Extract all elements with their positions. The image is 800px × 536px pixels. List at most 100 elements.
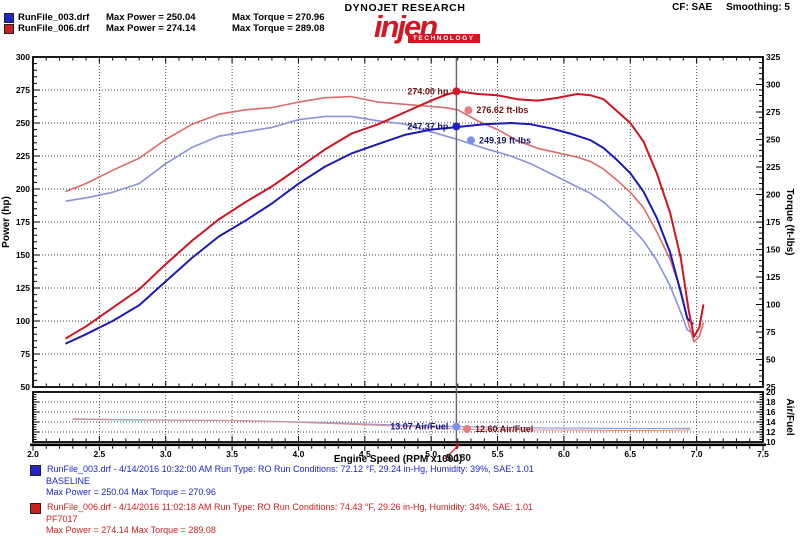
svg-text:250: 250 <box>16 118 30 128</box>
runfile006-power-curve <box>65 90 705 340</box>
red-run-icon <box>30 503 41 514</box>
svg-text:200: 200 <box>766 190 780 200</box>
marker-blue-torque-dot <box>467 136 475 145</box>
cursor-rpm-readout: 5.180 <box>446 453 471 464</box>
run-info-baseline: RunFile_003.drf - 4/14/2016 10:32:00 AM … <box>30 464 534 498</box>
svg-text:100: 100 <box>766 300 780 310</box>
correction-factor-label: CF: SAE <box>672 2 713 13</box>
svg-text:300: 300 <box>766 80 780 90</box>
svg-text:175: 175 <box>766 217 780 227</box>
x-axis-title: Engine Speed (RPM x1000) <box>334 454 462 465</box>
correction-settings: CF: SAE Smoothing: 5 <box>672 2 790 13</box>
svg-text:6.0: 6.0 <box>558 449 570 459</box>
svg-text:6.5: 6.5 <box>624 449 636 459</box>
legend-max-torque: Max Torque = 270.96 <box>232 12 325 23</box>
smoothing-label: Smoothing: 5 <box>726 2 790 13</box>
svg-text:7.0: 7.0 <box>691 449 703 459</box>
run-name: PF7017 <box>46 514 78 524</box>
curves <box>65 90 705 432</box>
svg-text:275: 275 <box>766 107 780 117</box>
svg-text:20: 20 <box>766 387 776 397</box>
red-run-swatch <box>4 23 14 34</box>
run-file-line: RunFile_003.drf - 4/14/2016 10:32:00 AM … <box>47 464 534 474</box>
svg-text:125: 125 <box>766 272 780 282</box>
marker-blue-power-dot <box>452 122 461 131</box>
dynojet-research-title: DYNOJET RESEARCH <box>344 2 466 14</box>
svg-text:7.5: 7.5 <box>757 449 769 459</box>
run-file-line: RunFile_006.drf - 4/14/2016 11:02:18 AM … <box>47 502 534 512</box>
svg-text:200: 200 <box>16 184 30 194</box>
blue-run-swatch <box>4 12 14 23</box>
legend-max-power: Max Power = 274.14 <box>106 23 196 34</box>
svg-text:3.0: 3.0 <box>160 449 172 459</box>
runfile003-power-curve <box>65 122 694 345</box>
svg-text:75: 75 <box>766 327 776 337</box>
run-legend: RunFile_003.drf Max Power = 250.04 Max T… <box>4 12 325 34</box>
svg-text:25: 25 <box>766 382 776 392</box>
injen-technology-banner: TECHNOLOGY <box>407 34 480 43</box>
marker-blue-power-label: 247.37 hp <box>407 121 449 131</box>
legend-file-name: RunFile_003.drf <box>18 12 90 23</box>
svg-text:50: 50 <box>766 355 776 365</box>
svg-text:125: 125 <box>16 283 30 293</box>
svg-text:175: 175 <box>16 217 30 227</box>
runfile006-torque-curve <box>65 95 705 343</box>
svg-text:18: 18 <box>766 397 776 407</box>
svg-text:150: 150 <box>16 250 30 260</box>
run-name: BASELINE <box>46 476 91 486</box>
marker-blue-af-dot <box>452 422 461 431</box>
axis-ticks <box>32 56 764 451</box>
svg-text:225: 225 <box>16 151 30 161</box>
svg-text:2.5: 2.5 <box>93 449 105 459</box>
svg-text:3.5: 3.5 <box>226 449 238 459</box>
svg-text:5.0: 5.0 <box>425 449 437 459</box>
run-info-pf7017: RunFile_006.drf - 4/14/2016 11:02:18 AM … <box>30 502 533 536</box>
injen-logo: injen TECHNOLOGY <box>374 11 480 43</box>
svg-text:325: 325 <box>766 52 780 62</box>
svg-text:100: 100 <box>16 316 30 326</box>
brand-logo: DYNOJET RESEARCH injen TECHNOLOGY <box>325 2 485 43</box>
airfuel-axis-title: Air/Fuel <box>784 398 795 435</box>
legend-file-name: RunFile_006.drf <box>18 23 90 34</box>
marker-red-af-label: 12.60 Air/Fuel <box>475 424 533 434</box>
svg-text:4.5: 4.5 <box>359 449 371 459</box>
cursor-value-annotations: 274.00 hp 276.62 ft-lbs 247.37 hp 249.19 ft… <box>390 86 533 434</box>
runfile003-airfuel-curve <box>72 418 691 430</box>
power-axis-title: Power (hp) <box>1 196 12 248</box>
legend-row-pf7017: RunFile_006.drf Max Power = 274.14 Max T… <box>4 23 325 34</box>
svg-text:5.5: 5.5 <box>492 449 504 459</box>
marker-red-torque-label: 276.62 ft-lbs <box>476 105 528 115</box>
marker-red-af-dot <box>463 425 472 433</box>
marker-red-power-label: 274.00 hp <box>407 86 449 96</box>
runfile006-airfuel-curve <box>72 418 691 432</box>
svg-text:225: 225 <box>766 162 780 172</box>
svg-text:50: 50 <box>21 382 31 392</box>
svg-text:150: 150 <box>766 245 780 255</box>
main-panel-border <box>32 56 764 388</box>
cursor-pointer-line <box>443 444 460 460</box>
svg-text:4.0: 4.0 <box>293 449 305 459</box>
svg-text:12: 12 <box>766 427 776 437</box>
legend-max-power: Max Power = 250.04 <box>106 12 196 23</box>
svg-text:10: 10 <box>766 437 776 447</box>
svg-text:300: 300 <box>16 52 30 62</box>
svg-text:16: 16 <box>766 407 776 417</box>
marker-blue-af-label: 13.07 Air/Fuel <box>390 422 448 432</box>
airfuel-panel-border <box>32 391 764 443</box>
axis-tick-labels: 300 275 250 225 200 175 150 125 100 75 50 325 300 275… <box>16 52 781 459</box>
svg-text:250: 250 <box>766 135 780 145</box>
run-max-line: Max Power = 274.14 Max Torque = 289.08 <box>46 524 216 535</box>
runfile003-torque-curve <box>65 115 694 334</box>
legend-max-torque: Max Torque = 289.08 <box>232 23 325 34</box>
svg-text:2.0: 2.0 <box>27 449 39 459</box>
svg-text:75: 75 <box>21 349 31 359</box>
marker-red-power-dot <box>452 87 461 96</box>
torque-axis-title: Torque (ft-lbs) <box>784 188 795 255</box>
svg-text:275: 275 <box>16 85 30 95</box>
blue-run-icon <box>30 465 41 476</box>
run-max-line: Max Power = 250.04 Max Torque = 270.96 <box>46 486 216 497</box>
marker-blue-torque-label: 249.19 ft-lbs <box>479 135 531 145</box>
legend-row-baseline: RunFile_003.drf Max Power = 250.04 Max T… <box>4 12 325 23</box>
svg-text:14: 14 <box>766 417 776 427</box>
